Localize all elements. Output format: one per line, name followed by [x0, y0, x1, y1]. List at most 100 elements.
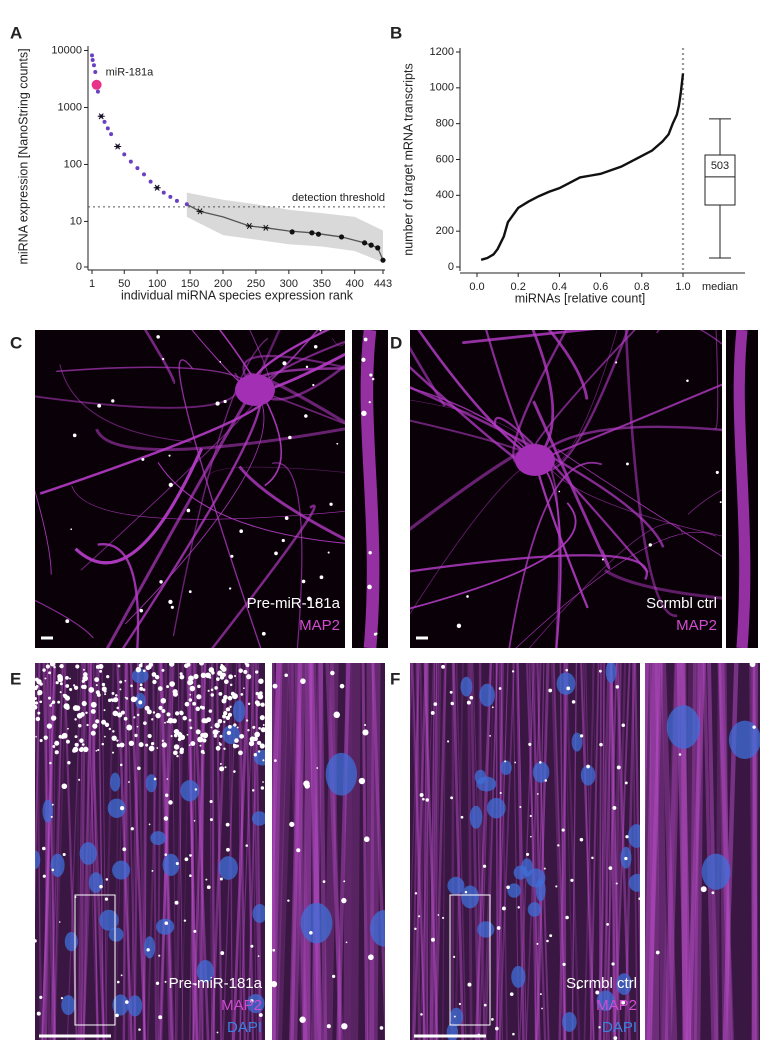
puncta — [482, 864, 487, 868]
puncta — [648, 543, 652, 547]
median-label: 503 — [711, 160, 729, 172]
dendrite — [157, 462, 345, 544]
puncta-cluster — [210, 693, 215, 697]
fiber — [429, 663, 436, 1040]
dendrite — [238, 465, 345, 541]
puncta — [489, 734, 491, 737]
fiber — [498, 663, 515, 1040]
fiber — [186, 663, 199, 1040]
dot-marker — [361, 240, 368, 246]
puncta-cluster — [90, 730, 96, 736]
puncta — [104, 897, 109, 901]
fiber — [371, 663, 385, 1040]
dot-marker — [338, 234, 345, 240]
puncta — [205, 878, 208, 881]
puncta — [601, 558, 604, 561]
dendrite — [533, 425, 722, 461]
puncta — [526, 852, 530, 856]
expression-dot — [91, 63, 96, 68]
fiber — [136, 663, 147, 1040]
nucleus — [180, 780, 200, 802]
puncta-cluster — [55, 681, 59, 685]
puncta-cluster — [88, 687, 95, 693]
puncta — [544, 779, 548, 782]
x-tick-label: 1 — [89, 278, 95, 290]
fiber — [718, 663, 733, 1040]
puncta — [615, 882, 618, 885]
puncta-cluster — [35, 704, 38, 710]
panel-letter: B — [390, 23, 402, 42]
puncta — [678, 753, 682, 756]
dendrite — [410, 346, 446, 407]
puncta-cluster — [225, 707, 230, 712]
puncta — [536, 793, 539, 795]
puncta — [367, 584, 372, 590]
fiber — [602, 663, 613, 1040]
puncta — [138, 663, 143, 668]
fiber — [591, 663, 605, 1040]
dendrite — [172, 337, 269, 637]
expression-dot — [109, 132, 114, 137]
dendrite — [410, 554, 648, 581]
fiber — [158, 663, 175, 1040]
dendrite — [35, 599, 94, 639]
fiber — [719, 663, 730, 1040]
expression-dot — [161, 190, 166, 195]
puncta — [60, 996, 64, 1000]
puncta-cluster — [238, 750, 243, 756]
puncta — [304, 783, 310, 789]
fiber — [318, 663, 328, 1040]
puncta — [509, 992, 514, 996]
panel-letter: E — [10, 669, 21, 688]
stain-label: MAP2 — [596, 997, 637, 1014]
fiber — [477, 663, 482, 1040]
puncta-cluster — [126, 724, 133, 731]
x-tick-label: 0.4 — [552, 281, 567, 293]
fiber — [115, 663, 126, 1040]
puncta-cluster — [139, 686, 144, 691]
puncta-cluster — [219, 675, 225, 680]
puncta-cluster — [195, 706, 200, 712]
puncta — [159, 580, 163, 584]
puncta-cluster — [150, 741, 155, 746]
nucleus — [511, 965, 526, 988]
fiber — [188, 663, 198, 1040]
x-tick-label: 100 — [148, 278, 166, 290]
fiber — [467, 663, 473, 1040]
y-tick-label: 800 — [436, 118, 454, 130]
puncta — [441, 664, 446, 669]
puncta — [215, 401, 220, 406]
puncta — [456, 623, 462, 629]
dot-marker — [289, 229, 295, 235]
puncta — [418, 915, 421, 918]
puncta-cluster — [255, 670, 259, 674]
puncta — [229, 587, 232, 590]
puncta — [183, 919, 187, 922]
fiber — [645, 663, 650, 841]
puncta-cluster — [133, 716, 136, 719]
puncta-cluster — [143, 721, 147, 725]
puncta — [240, 693, 244, 696]
puncta — [420, 1013, 423, 1016]
dendrite — [733, 330, 751, 648]
puncta-cluster — [194, 788, 198, 791]
fiber — [416, 663, 425, 1040]
puncta-cluster — [104, 693, 107, 696]
fiber — [469, 663, 481, 1040]
puncta — [363, 836, 370, 843]
fiber — [98, 663, 105, 1040]
puncta-cluster — [223, 720, 226, 723]
y-tick-label: 1200 — [430, 46, 454, 58]
puncta — [101, 682, 106, 687]
fiber — [452, 663, 465, 1040]
puncta-cluster — [184, 663, 189, 669]
puncta — [621, 1000, 626, 1005]
puncta — [170, 605, 174, 609]
fiber — [325, 663, 344, 1040]
fiber — [42, 663, 51, 1040]
fiber — [272, 663, 281, 947]
fiber — [37, 663, 41, 1040]
nucleus — [469, 805, 483, 829]
y-tick-label: 0 — [448, 261, 454, 273]
puncta-cluster — [148, 745, 155, 752]
